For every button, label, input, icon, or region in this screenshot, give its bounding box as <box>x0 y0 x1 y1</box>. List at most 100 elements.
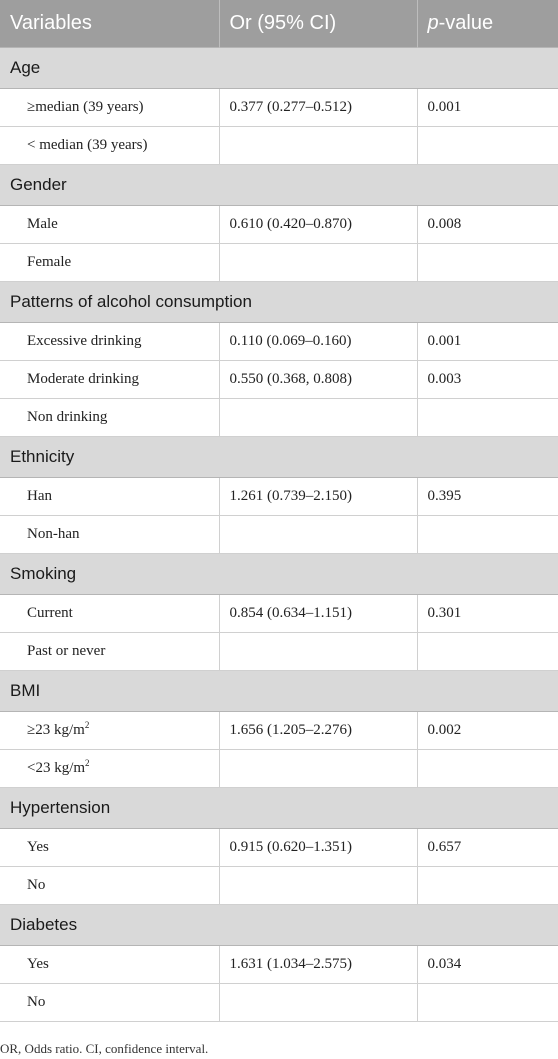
table-row: No <box>0 866 558 905</box>
cell-variable-label: No <box>0 983 219 1022</box>
table-row: < median (39 years) <box>0 126 558 165</box>
group-title: Hypertension <box>0 786 558 829</box>
cell-odds-ratio <box>218 398 417 437</box>
table-row: Non-han <box>0 515 558 554</box>
cell-p-value: 0.008 <box>416 205 558 244</box>
cell-p-value <box>416 632 558 671</box>
table-row: Male 0.610 (0.420–0.870) 0.008 <box>0 205 558 244</box>
cell-variable-label: Past or never <box>0 632 219 671</box>
table-body: Age ≥median (39 years) 0.377 (0.277–0.512)… <box>0 46 558 1022</box>
variable-label-text: Moderate drinking <box>27 370 140 387</box>
cell-variable-label: <23 kg/m2 <box>0 749 219 788</box>
cell-p-value <box>416 866 558 905</box>
table-row: ≥median (39 years) 0.377 (0.277–0.512) 0.0… <box>0 88 558 127</box>
table-footnote: OR, Odds ratio. CI, confidence interval. <box>0 1041 209 1056</box>
variable-label-text: Male <box>27 215 58 232</box>
cell-variable-label: Non-han <box>0 515 219 554</box>
cell-p-value: 0.034 <box>416 945 558 984</box>
cell-odds-ratio: 0.854 (0.634–1.151) <box>218 594 417 633</box>
group-header-row: Ethnicity <box>0 435 558 478</box>
cell-p-value <box>416 126 558 165</box>
group-title: Diabetes <box>0 903 558 946</box>
variable-label-text: < median (39 years) <box>27 136 148 153</box>
table-row: Yes 0.915 (0.620–1.351) 0.657 <box>0 828 558 867</box>
cell-odds-ratio: 0.377 (0.277–0.512) <box>218 88 417 127</box>
cell-p-value: 0.001 <box>416 88 558 127</box>
cell-odds-ratio <box>218 983 417 1022</box>
superscript: 2 <box>84 719 90 730</box>
variable-label-text: Yes <box>27 955 49 972</box>
table-row: Moderate drinking 0.550 (0.368, 0.808) 0.0… <box>0 360 558 399</box>
cell-variable-label: ≥median (39 years) <box>0 88 219 127</box>
variable-label-text: Past or never <box>27 642 106 659</box>
cell-p-value: 0.003 <box>416 360 558 399</box>
cell-p-value <box>416 749 558 788</box>
group-title: Ethnicity <box>0 435 558 478</box>
cell-p-value <box>416 243 558 282</box>
cell-variable-label: Female <box>0 243 219 282</box>
results-table: Variables Or (95% CI) p-value Age ≥median… <box>0 0 558 1022</box>
cell-variable-label: No <box>0 866 219 905</box>
group-title: BMI <box>0 669 558 712</box>
group-title: Age <box>0 46 558 89</box>
header-p-value: p-value <box>416 0 558 47</box>
superscript: 2 <box>85 757 90 768</box>
cell-variable-label: Male <box>0 205 219 244</box>
group-header-row: Age <box>0 46 558 89</box>
table-row: Excessive drinking 0.110 (0.069–0.160) 0.0… <box>0 322 558 361</box>
cell-odds-ratio: 0.610 (0.420–0.870) <box>218 205 417 244</box>
cell-variable-label: Excessive drinking <box>0 322 219 361</box>
variable-label-text: Han <box>27 487 52 504</box>
cell-variable-label: Current <box>0 594 219 633</box>
variable-label-text: Female <box>27 253 72 270</box>
cell-p-value <box>416 983 558 1022</box>
table-header-row: Variables Or (95% CI) p-value <box>0 0 558 47</box>
group-header-row: Smoking <box>0 552 558 595</box>
table-row: ≥23 kg/m2 1.656 (1.205–2.276) 0.002 <box>0 711 558 750</box>
cell-odds-ratio <box>218 243 417 282</box>
table-row: Non drinking <box>0 398 558 437</box>
header-p-rest: -value <box>438 11 494 34</box>
variable-label-text: ≥median (39 years) <box>27 98 144 115</box>
group-header-row: BMI <box>0 669 558 712</box>
cell-variable-label: < median (39 years) <box>0 126 219 165</box>
cell-odds-ratio: 1.631 (1.034–2.575) <box>218 945 417 984</box>
cell-p-value: 0.001 <box>416 322 558 361</box>
cell-odds-ratio: 0.110 (0.069–0.160) <box>218 322 417 361</box>
group-header-row: Hypertension <box>0 786 558 829</box>
cell-odds-ratio <box>218 632 417 671</box>
group-title: Gender <box>0 163 558 206</box>
cell-variable-label: Yes <box>0 945 219 984</box>
cell-p-value: 0.002 <box>416 711 558 750</box>
cell-p-value <box>416 398 558 437</box>
variable-label-text: Non-han <box>27 525 80 542</box>
cell-odds-ratio: 0.915 (0.620–1.351) <box>218 828 417 867</box>
group-header-row: Gender <box>0 163 558 206</box>
table-row: Han 1.261 (0.739–2.150) 0.395 <box>0 477 558 516</box>
cell-p-value: 0.657 <box>416 828 558 867</box>
variable-label-text: Non drinking <box>27 408 108 425</box>
variable-label-text: ≥23 kg/m <box>27 721 85 738</box>
cell-variable-label: Han <box>0 477 219 516</box>
cell-variable-label: Non drinking <box>0 398 219 437</box>
cell-odds-ratio: 1.656 (1.205–2.276) <box>218 711 417 750</box>
cell-p-value <box>416 515 558 554</box>
header-variables: Variables <box>0 0 219 47</box>
variable-label-text: No <box>27 993 46 1010</box>
variable-label-text: No <box>27 876 46 893</box>
cell-odds-ratio <box>218 515 417 554</box>
table-row: Yes 1.631 (1.034–2.575) 0.034 <box>0 945 558 984</box>
variable-label-text: Excessive drinking <box>27 332 142 349</box>
cell-odds-ratio: 0.550 (0.368, 0.808) <box>218 360 417 399</box>
group-header-row: Patterns of alcohol consumption <box>0 280 558 323</box>
variable-label-text: <23 kg/m <box>27 759 86 776</box>
table-row: Past or never <box>0 632 558 671</box>
group-header-row: Diabetes <box>0 903 558 946</box>
cell-odds-ratio <box>218 866 417 905</box>
cell-variable-label: Yes <box>0 828 219 867</box>
group-title: Smoking <box>0 552 558 595</box>
group-title: Patterns of alcohol consumption <box>0 280 558 323</box>
table-row: No <box>0 983 558 1022</box>
cell-p-value: 0.301 <box>416 594 558 633</box>
cell-odds-ratio <box>218 126 417 165</box>
